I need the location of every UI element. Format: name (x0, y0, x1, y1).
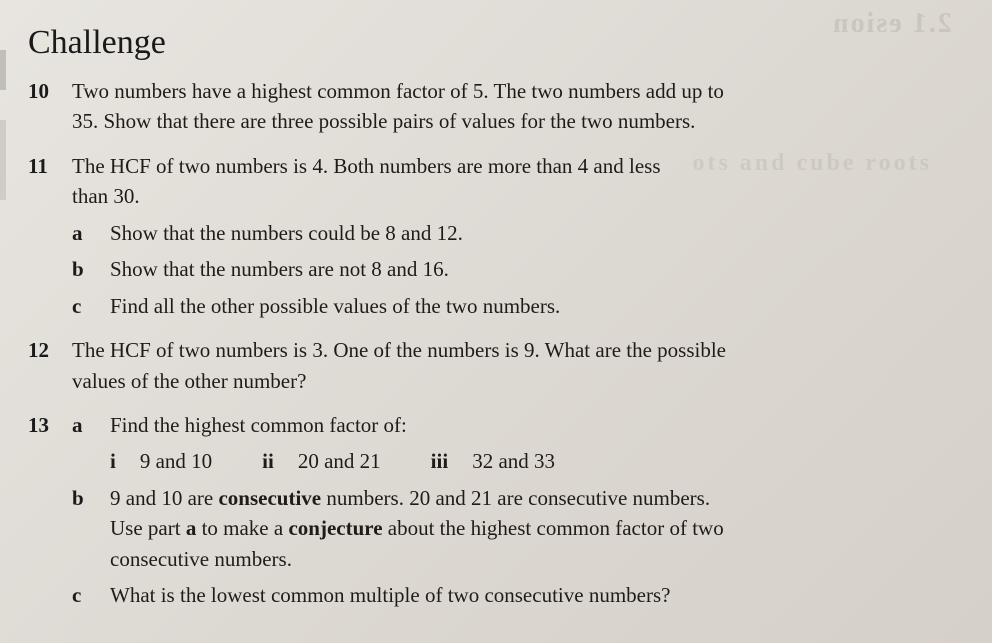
subpart-b-line1: 9 and 10 are consecutive numbers. 20 and… (110, 483, 952, 513)
subpart-label: b (72, 254, 110, 284)
question-number: 10 (28, 76, 72, 137)
roman-item-i: i 9 and 10 (110, 446, 212, 476)
subpart-text: Show that the numbers could be 8 and 12. (110, 218, 952, 248)
bold-span: conjecture (288, 516, 382, 540)
text-span: 9 and 10 are (110, 486, 218, 510)
question-number: 13 (28, 410, 72, 611)
subpart-label: c (72, 580, 110, 610)
roman-text: 32 and 33 (472, 446, 555, 476)
subpart-label: b (72, 483, 110, 574)
question-body: The HCF of two numbers is 3. One of the … (72, 335, 952, 396)
subpart-b: b 9 and 10 are consecutive numbers. 20 a… (72, 483, 952, 574)
bold-span: consecutive (218, 486, 321, 510)
roman-item-ii: ii 20 and 21 (262, 446, 381, 476)
subpart-text: Show that the numbers are not 8 and 16. (110, 254, 952, 284)
roman-label: ii (262, 446, 274, 476)
question-10: 10 Two numbers have a highest common fac… (28, 76, 952, 137)
question-text-line: values of the other number? (72, 366, 952, 396)
question-number: 11 (28, 151, 72, 321)
subpart-label: a (72, 218, 110, 248)
page-edge-mark-2 (0, 120, 6, 200)
subpart-label: a (72, 410, 110, 477)
section-heading: Challenge (28, 24, 952, 62)
page-edge-mark (0, 50, 6, 90)
roman-item-iii: iii 32 and 33 (431, 446, 555, 476)
subpart-text: What is the lowest common multiple of tw… (110, 580, 952, 610)
question-text-line: Two numbers have a highest common factor… (72, 76, 952, 106)
subpart-b-line3: consecutive numbers. (110, 544, 952, 574)
roman-label: iii (431, 446, 449, 476)
text-span: Use part (110, 516, 186, 540)
subpart-text: Find the highest common factor of: i 9 a… (110, 410, 952, 477)
roman-text: 9 and 10 (140, 446, 212, 476)
subpart-b-line2: Use part a to make a conjecture about th… (110, 513, 952, 543)
text-span: to make a (196, 516, 288, 540)
bold-span: a (186, 516, 197, 540)
question-body: a Find the highest common factor of: i 9… (72, 410, 952, 611)
question-text-line: than 30. (72, 181, 952, 211)
text-span: numbers. 20 and 21 are consecutive numbe… (321, 486, 710, 510)
question-number: 12 (28, 335, 72, 396)
text-span: about the highest common factor of two (383, 516, 724, 540)
roman-list: i 9 and 10 ii 20 and 21 iii 32 and 33 (110, 446, 952, 476)
roman-label: i (110, 446, 116, 476)
subpart-a-intro: Find the highest common factor of: (110, 410, 952, 440)
subpart-c: c What is the lowest common multiple of … (72, 580, 952, 610)
question-text-line: The HCF of two numbers is 3. One of the … (72, 335, 952, 365)
subpart-c: c Find all the other possible values of … (72, 291, 952, 321)
subpart-b: b Show that the numbers are not 8 and 16… (72, 254, 952, 284)
bleed-through-text-2: ots and cube roots (692, 150, 932, 177)
question-12: 12 The HCF of two numbers is 3. One of t… (28, 335, 952, 396)
question-text-line: 35. Show that there are three possible p… (72, 106, 952, 136)
roman-text: 20 and 21 (298, 446, 381, 476)
question-body: Two numbers have a highest common factor… (72, 76, 952, 137)
bleed-through-text-1: 2.1 esion (831, 8, 952, 40)
subpart-a: a Show that the numbers could be 8 and 1… (72, 218, 952, 248)
question-13: 13 a Find the highest common factor of: … (28, 410, 952, 611)
subpart-text: 9 and 10 are consecutive numbers. 20 and… (110, 483, 952, 574)
subpart-label: c (72, 291, 110, 321)
subpart-a: a Find the highest common factor of: i 9… (72, 410, 952, 477)
subpart-text: Find all the other possible values of th… (110, 291, 952, 321)
